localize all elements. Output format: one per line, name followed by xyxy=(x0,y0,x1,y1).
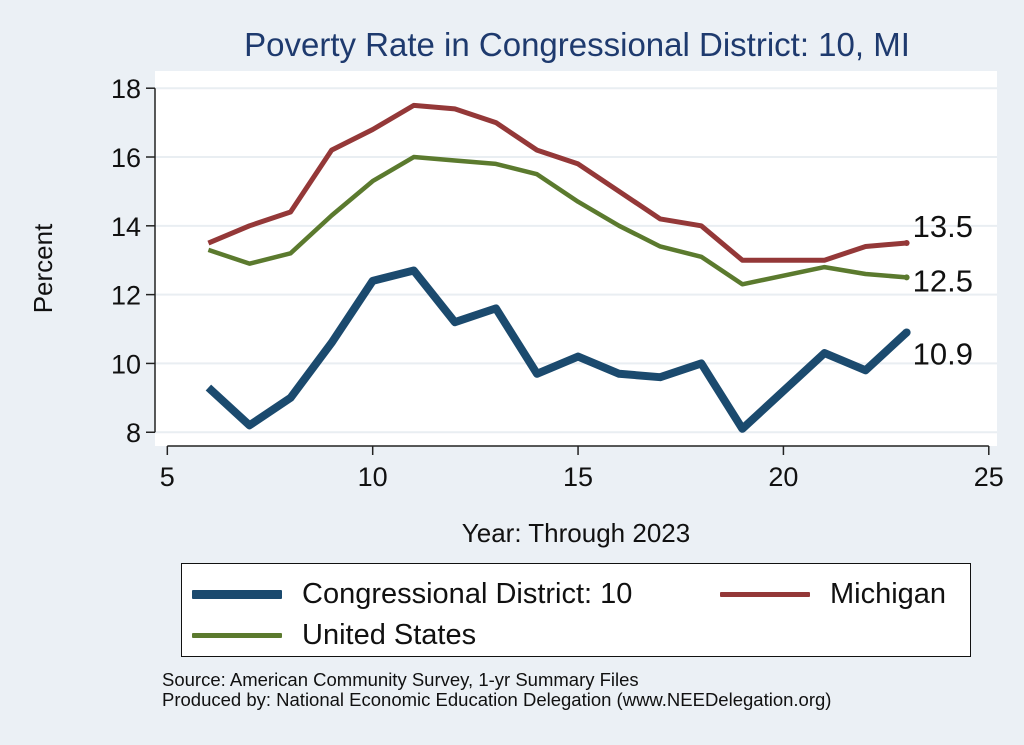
legend-label-district: Congressional District: 10 xyxy=(302,578,633,610)
y-axis-title: Percent xyxy=(28,223,58,313)
end-point-marker xyxy=(902,328,911,337)
y-tick-label: 10 xyxy=(111,349,141,379)
series-line-michigan xyxy=(207,102,907,263)
produced-by-line: Produced by: National Economic Education… xyxy=(162,689,832,710)
label-layer: 10.9 13.5 12.5 xyxy=(913,209,973,371)
grid-layer xyxy=(155,87,997,434)
chart-title: Poverty Rate in Congressional District: … xyxy=(244,26,910,63)
y-tick-label: 12 xyxy=(111,281,141,311)
legend-item-michigan: Michigan xyxy=(720,578,946,611)
end-point-marker xyxy=(903,274,910,281)
legend-swatch-michigan xyxy=(720,592,810,597)
x-tick-label: 5 xyxy=(160,462,175,492)
x-tick-label: 25 xyxy=(974,462,1004,492)
legend-label-michigan: Michigan xyxy=(830,578,947,610)
series-layer xyxy=(205,102,911,433)
x-axis-title: Year: Through 2023 xyxy=(462,518,690,548)
x-tick-label: 20 xyxy=(768,462,798,492)
source-line: Source: American Community Survey, 1-yr … xyxy=(162,669,639,690)
end-value-label: 13.5 xyxy=(913,209,973,244)
end-value-label: 12.5 xyxy=(913,263,973,298)
y-tick-label: 14 xyxy=(111,212,141,242)
x-tick-label: 10 xyxy=(358,462,388,492)
plot-area xyxy=(155,71,997,446)
legend-item-us: United States xyxy=(192,619,476,652)
y-tick-label: 8 xyxy=(126,418,141,448)
end-value-label: 10.9 xyxy=(913,336,973,371)
source-notes: Source: American Community Survey, 1-yr … xyxy=(162,670,831,710)
legend: Congressional District: 10 Michigan Unit… xyxy=(181,563,971,657)
axis-layer: 8 10 12 14 16 18 5 10 15 20 25 Year: Through 2023 Pe… xyxy=(28,74,1004,548)
legend-swatch-district xyxy=(192,590,282,599)
legend-label-us: United States xyxy=(302,619,477,651)
x-tick-label: 15 xyxy=(563,462,593,492)
end-point-marker xyxy=(903,240,910,247)
y-tick-label: 16 xyxy=(111,143,141,173)
series-line-us xyxy=(207,154,907,287)
series-line-district xyxy=(205,266,910,433)
legend-item-district: Congressional District: 10 xyxy=(192,578,632,611)
y-tick-label: 18 xyxy=(111,74,141,104)
legend-swatch-us xyxy=(192,633,282,638)
